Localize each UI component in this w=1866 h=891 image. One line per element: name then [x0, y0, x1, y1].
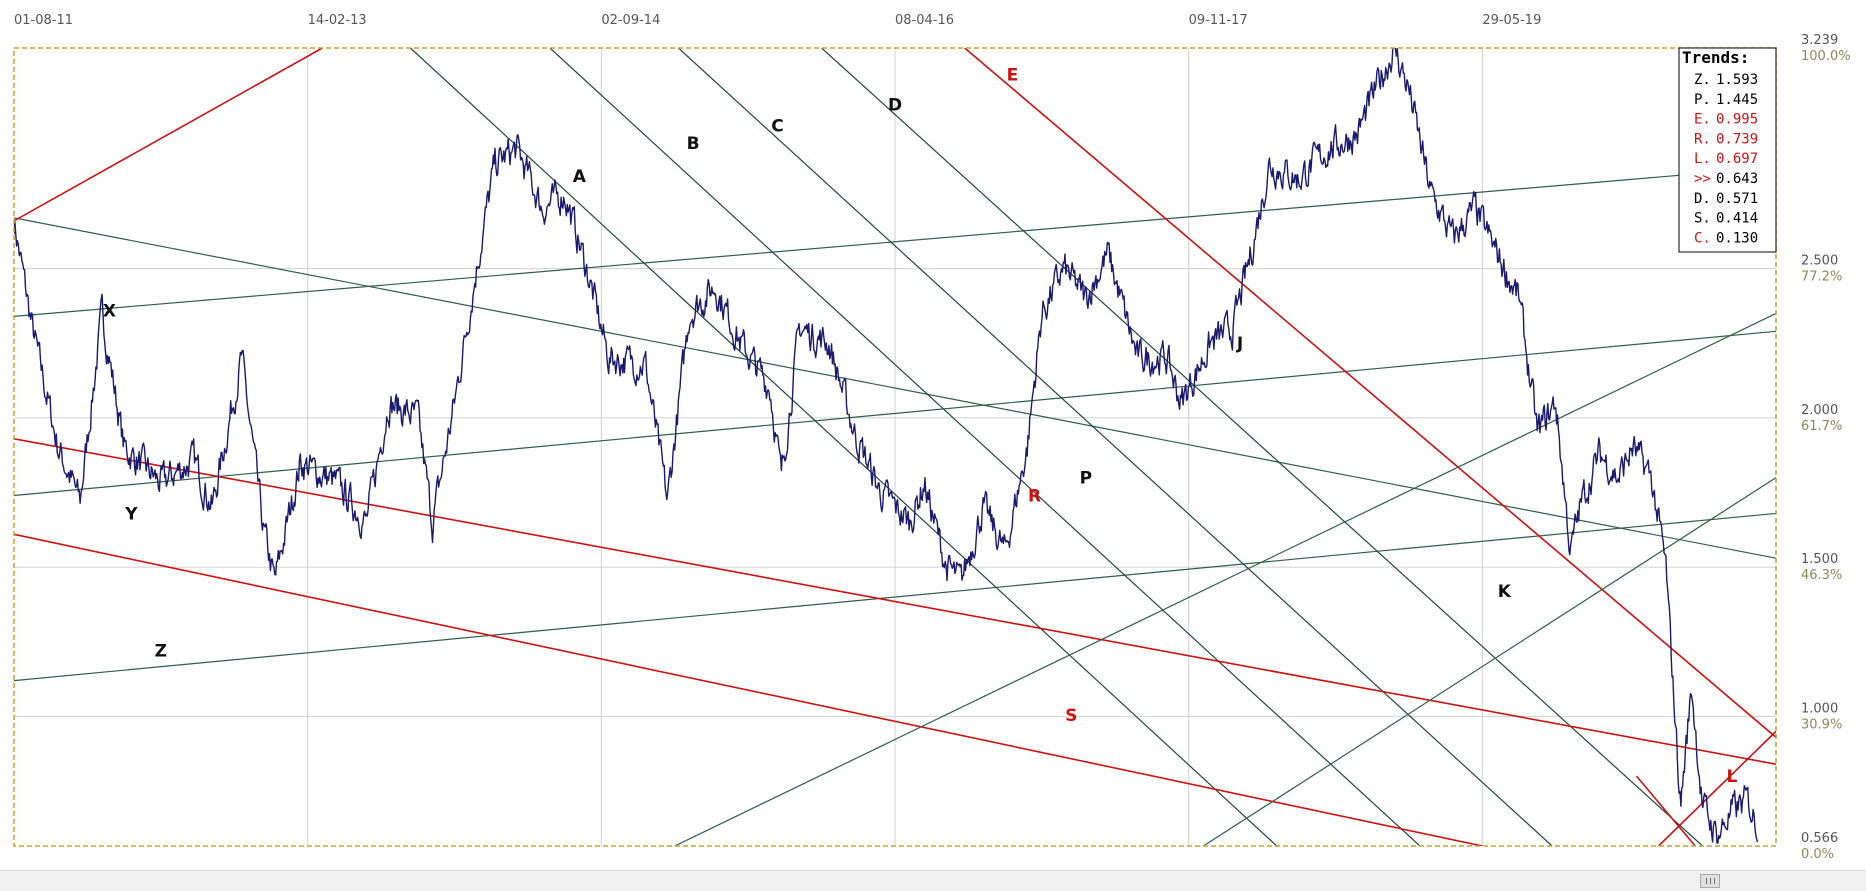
- trendline-z[interactable]: [14, 512, 1776, 682]
- trendline[interactable]: [14, 48, 323, 222]
- legend-entry-value: 0.643: [1716, 171, 1758, 187]
- y-percent-label: 30.9%: [1801, 717, 1842, 732]
- legend-entry-key: E.: [1694, 112, 1711, 128]
- trendline[interactable]: [14, 166, 1776, 317]
- trendline-label-j: J: [1236, 334, 1243, 354]
- x-tick-label: 01-08-11: [14, 13, 73, 28]
- trendline[interactable]: [1635, 775, 1696, 846]
- grip-icon: [1710, 878, 1711, 884]
- trendline-label-s: S: [1065, 706, 1077, 726]
- legend-entry-key: >>: [1694, 171, 1711, 187]
- legend-title: Trends:: [1682, 48, 1749, 67]
- trendline-label-a: A: [573, 167, 587, 187]
- x-tick-label: 29-05-19: [1482, 13, 1541, 28]
- scrollbar-thumb[interactable]: [1700, 874, 1720, 888]
- y-value-label: 1.500: [1801, 552, 1838, 567]
- trendline-p[interactable]: [674, 312, 1776, 846]
- trends-legend: Trends: Z. 1.593 P. 1.445 E. 0.995 R. 0.739 L. 0.…: [1678, 47, 1777, 253]
- trendline-label-x: X: [103, 301, 116, 321]
- grip-icon: [1706, 878, 1707, 884]
- plot-frame: [13, 47, 1777, 847]
- trendline-label-e: E: [1007, 66, 1019, 86]
- trendline-label-k: K: [1498, 582, 1512, 602]
- legend-entry-value: 1.445: [1716, 92, 1758, 108]
- legend-entry-value: 0.697: [1716, 151, 1758, 167]
- legend-entry-key: Z.: [1694, 72, 1711, 88]
- legend-entry-value: 0.571: [1716, 191, 1758, 207]
- x-axis-labels: 01-08-11 14-02-13 02-09-14 08-04-16 09-11-17…: [14, 13, 1541, 28]
- horizontal-scrollbar[interactable]: [0, 870, 1866, 891]
- legend-entry-value: 0.130: [1716, 230, 1758, 246]
- y-percent-label: 77.2%: [1801, 270, 1842, 285]
- trendline-l[interactable]: [1657, 730, 1776, 846]
- trendline-r[interactable]: [14, 438, 1776, 765]
- trendline-labels: X Y Z A B C D E J P K R S L: [103, 66, 1738, 788]
- trendline-e[interactable]: [964, 48, 1776, 738]
- price-line: [14, 48, 1759, 844]
- legend-entry-key: P.: [1694, 92, 1711, 108]
- grid-layer: [14, 48, 1776, 846]
- legend-background: [1678, 47, 1777, 253]
- x-tick-label: 02-09-14: [601, 13, 660, 28]
- legend-entry-key: S.: [1694, 211, 1711, 227]
- trendline-x[interactable]: [14, 217, 1776, 559]
- legend-entry-value: 0.739: [1716, 131, 1758, 147]
- price-series: [14, 48, 1759, 844]
- trendline-c[interactable]: [678, 48, 1553, 846]
- trendlines[interactable]: [14, 48, 1776, 846]
- legend-entry-key: R.: [1694, 131, 1711, 147]
- y-value-label: 2.500: [1801, 254, 1838, 269]
- y-value-label: 0.566: [1801, 831, 1838, 846]
- grip-icon: [1714, 878, 1715, 884]
- legend-entry-value: 1.593: [1716, 72, 1758, 88]
- trendline-label-y: Y: [124, 504, 138, 524]
- trendline-label-z: Z: [155, 642, 167, 662]
- trendline-b[interactable]: [549, 48, 1421, 846]
- trendline-d[interactable]: [821, 48, 1703, 846]
- legend-entry-key: L.: [1694, 151, 1711, 167]
- y-value-label: 3.239: [1801, 33, 1838, 48]
- legend-entry-value: 0.414: [1716, 211, 1758, 227]
- trendline-label-d: D: [888, 95, 902, 115]
- trendline-label-l: L: [1727, 767, 1738, 787]
- legend-entries: Z. 1.593 P. 1.445 E. 0.995 R. 0.739 L. 0.697 >> 0.6…: [1694, 72, 1758, 246]
- x-tick-label: 09-11-17: [1189, 13, 1248, 28]
- trendline-label-p: P: [1080, 469, 1092, 489]
- y-value-label: 1.000: [1801, 701, 1838, 716]
- trendline-label-c: C: [771, 116, 783, 136]
- x-tick-label: 08-04-16: [895, 13, 954, 28]
- y-value-label: 2.000: [1801, 403, 1838, 418]
- y-percent-label: 100.0%: [1801, 49, 1851, 64]
- legend-entry-value: 0.995: [1716, 112, 1758, 128]
- y-percent-label: 61.7%: [1801, 419, 1842, 434]
- legend-entry-key: D.: [1694, 191, 1711, 207]
- y-percent-label: 46.3%: [1801, 568, 1842, 583]
- trendline-j[interactable]: [1203, 477, 1776, 846]
- legend-entry-key: C.: [1694, 230, 1711, 246]
- x-tick-label: 14-02-13: [308, 13, 367, 28]
- trendline-label-r: R: [1028, 486, 1041, 506]
- y-percent-label: 0.0%: [1801, 847, 1834, 862]
- trend-chart[interactable]: 01-08-11 14-02-13 02-09-14 08-04-16 09-11-17…: [0, 0, 1866, 870]
- trendline-label-b: B: [687, 134, 700, 154]
- trendline-s[interactable]: [14, 533, 1483, 846]
